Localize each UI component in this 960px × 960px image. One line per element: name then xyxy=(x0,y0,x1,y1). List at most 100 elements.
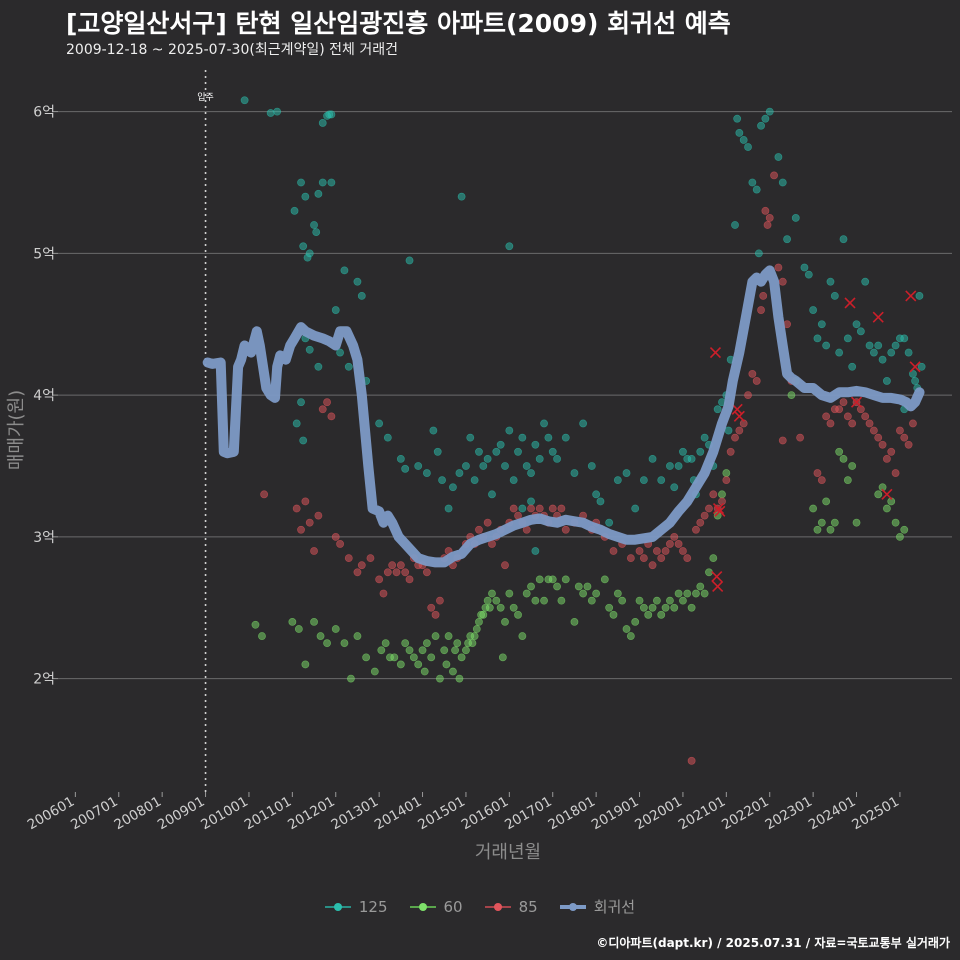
highlight-x-stroke xyxy=(714,505,726,517)
data-point-125 xyxy=(848,362,857,371)
data-point-85 xyxy=(344,554,353,563)
data-point-125 xyxy=(674,462,683,470)
data-point-125 xyxy=(312,228,321,236)
data-point-60 xyxy=(692,589,700,598)
data-point-125 xyxy=(544,433,553,442)
data-point-60 xyxy=(470,632,479,640)
data-point-125 xyxy=(401,464,410,473)
legend: 125 60 85 회귀선 xyxy=(0,896,960,917)
data-point-85 xyxy=(366,554,375,563)
x-tick-label: 201201 xyxy=(285,794,338,834)
data-point-125 xyxy=(813,334,822,343)
move-in-annotation: 입주 xyxy=(197,70,214,792)
data-point-125 xyxy=(310,221,318,229)
highlight-marker xyxy=(881,488,893,500)
data-point-60 xyxy=(347,674,355,683)
x-tick-label: 202501 xyxy=(849,794,902,834)
data-point-60 xyxy=(362,653,371,662)
data-point-85 xyxy=(375,575,384,584)
data-point-125 xyxy=(290,206,299,215)
data-point-125 xyxy=(540,419,548,428)
data-point-125 xyxy=(883,377,891,385)
data-point-125 xyxy=(299,436,308,445)
data-point-85 xyxy=(331,532,340,541)
data-point-85 xyxy=(353,568,362,577)
highlight-x-stroke xyxy=(850,396,863,408)
data-point-85 xyxy=(670,532,679,541)
data-point-85 xyxy=(318,405,327,414)
data-point-85 xyxy=(297,525,305,534)
data-point-60 xyxy=(381,639,390,648)
legend-key-regression xyxy=(559,899,586,915)
highlight-marker xyxy=(711,570,723,583)
data-point-60 xyxy=(635,596,644,605)
data-point-60 xyxy=(709,554,718,563)
data-point-60 xyxy=(718,490,726,499)
data-point-125 xyxy=(405,256,414,265)
data-point-85 xyxy=(327,412,336,421)
data-point-60 xyxy=(420,667,429,676)
data-point-125 xyxy=(579,419,588,428)
data-point-60 xyxy=(570,618,579,626)
data-point-125 xyxy=(800,263,809,272)
data-point-60 xyxy=(527,582,535,591)
data-point-85 xyxy=(527,504,535,513)
data-point-60 xyxy=(648,603,657,612)
data-point-85 xyxy=(752,377,761,385)
x-tick-label: 201001 xyxy=(198,794,251,834)
data-point-125 xyxy=(869,348,878,357)
data-point-60 xyxy=(405,646,414,655)
data-point-60 xyxy=(505,589,514,598)
data-point-125 xyxy=(561,433,570,442)
data-point-85 xyxy=(848,419,857,428)
data-point-125 xyxy=(822,341,831,350)
data-point-85 xyxy=(817,476,826,485)
data-point-125 xyxy=(724,426,733,435)
data-point-125 xyxy=(336,348,344,357)
data-point-60 xyxy=(813,525,822,534)
data-point-125 xyxy=(791,214,800,222)
x-tick-label: 201301 xyxy=(329,794,382,834)
data-point-125 xyxy=(429,426,438,435)
legend-item-85: 85 xyxy=(484,896,538,917)
data-point-85 xyxy=(765,214,774,222)
data-point-125 xyxy=(496,440,505,449)
data-point-60 xyxy=(457,653,466,662)
highlight-x-stroke xyxy=(731,403,743,415)
data-point-60 xyxy=(609,610,618,619)
highlight-marker xyxy=(712,580,724,593)
data-point-60 xyxy=(444,632,453,640)
data-point-125 xyxy=(462,462,470,470)
x-tick-label: 201501 xyxy=(415,794,468,834)
x-tick-label: 202001 xyxy=(632,794,685,834)
data-point-60 xyxy=(652,596,661,605)
data-point-85 xyxy=(700,511,709,520)
data-point-125 xyxy=(457,192,466,201)
data-point-60 xyxy=(891,518,900,527)
data-point-85 xyxy=(674,540,683,548)
data-point-60 xyxy=(475,618,483,626)
data-point-85 xyxy=(687,756,696,765)
regression-path xyxy=(202,265,925,568)
data-point-85 xyxy=(292,504,301,513)
data-point-85 xyxy=(778,277,787,286)
data-point-60 xyxy=(626,632,635,640)
highlight-x-stroke xyxy=(733,410,745,422)
grid-lines xyxy=(58,111,952,680)
data-point-125 xyxy=(757,121,765,130)
data-point-85 xyxy=(626,554,635,563)
data-point-60 xyxy=(427,653,436,662)
data-point-125 xyxy=(909,369,917,378)
y-tick-label: 6억 xyxy=(33,105,55,121)
data-point-125 xyxy=(700,433,709,442)
data-point-60 xyxy=(353,632,362,640)
data-point-125 xyxy=(748,178,757,187)
data-point-125 xyxy=(301,192,310,201)
data-point-85 xyxy=(763,221,772,229)
data-point-85 xyxy=(770,171,778,180)
highlight-marker xyxy=(733,410,745,422)
highlight-x-stroke xyxy=(872,311,884,323)
data-point-125 xyxy=(587,462,596,470)
data-point-125 xyxy=(488,490,496,499)
